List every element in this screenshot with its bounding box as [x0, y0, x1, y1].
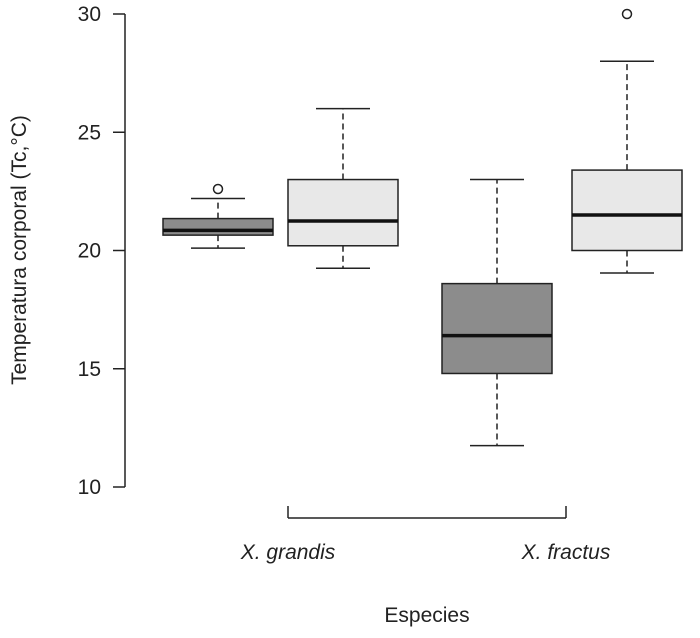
- box-4: [571, 8, 683, 274]
- y-tick-label: 30: [78, 3, 101, 26]
- box-body: [287, 178, 399, 247]
- y-tick-label: 20: [78, 240, 101, 263]
- box-body: [571, 169, 683, 252]
- boxes-layer: [162, 8, 683, 447]
- x-axis: X. grandis X. fractus: [240, 506, 611, 564]
- box-body: [162, 217, 274, 236]
- x-group-label: X. grandis: [240, 541, 336, 564]
- outlier-point: [621, 8, 633, 20]
- y-axis: 10 15 20 25 30: [78, 3, 126, 499]
- y-tick-label: 25: [78, 121, 101, 144]
- outlier-point: [212, 183, 224, 195]
- x-group-label: X. fractus: [521, 541, 611, 564]
- box-body: [441, 282, 553, 375]
- box-3: [441, 178, 553, 447]
- box-1: [162, 183, 274, 249]
- box-2: [287, 107, 399, 269]
- y-tick-label: 15: [78, 358, 101, 381]
- y-axis-title: Temperatura corporal (Tc,°C): [8, 115, 31, 385]
- x-axis-title: Especies: [384, 604, 469, 627]
- y-tick-label: 10: [78, 476, 101, 499]
